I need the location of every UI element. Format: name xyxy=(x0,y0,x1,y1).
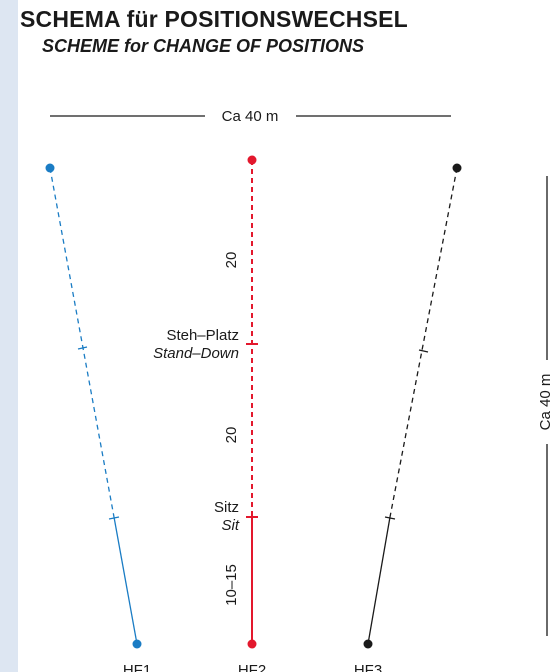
hf3-sit-tick xyxy=(384,516,396,520)
hf3-stand-tick xyxy=(418,349,429,353)
handler-label-hf2: HF2 xyxy=(238,662,266,672)
hf2-start-point xyxy=(247,155,257,165)
hf1-start-point xyxy=(45,163,55,173)
length-label: Ca 40 m xyxy=(537,374,553,431)
sit-label-de: Sitz xyxy=(214,499,239,516)
hf1-end-point xyxy=(132,639,142,649)
hf3-start-point xyxy=(452,163,462,173)
segment-label-middle: 20 xyxy=(223,427,240,444)
width-label: Ca 40 m xyxy=(222,108,279,125)
stand-label-de: Steh–Platz xyxy=(166,327,239,344)
handler-label-hf1: HF1 xyxy=(123,662,151,672)
diagram-subtitle: SCHEME for CHANGE OF POSITIONS xyxy=(42,36,365,56)
hf3-line-dashed xyxy=(389,167,458,518)
segment-label-lower: 10–15 xyxy=(223,564,240,606)
segment-label-upper: 20 xyxy=(223,252,240,269)
hf2-end-point xyxy=(247,639,257,649)
stand-label-en: Stand–Down xyxy=(153,345,239,362)
handler-label-hf3: HF3 xyxy=(354,662,382,672)
diagram-title: SCHEMA für POSITIONSWECHSEL xyxy=(20,6,408,32)
hf1-stand-tick xyxy=(77,346,88,350)
hf1-sit-tick xyxy=(108,516,120,520)
sit-label-en: Sit xyxy=(221,517,239,534)
hf3-end-point xyxy=(363,639,373,649)
hf1-line-solid xyxy=(113,516,138,645)
hf1-line-dashed xyxy=(49,167,115,518)
hf3-line-solid xyxy=(367,516,391,645)
diagram-page xyxy=(18,0,553,672)
